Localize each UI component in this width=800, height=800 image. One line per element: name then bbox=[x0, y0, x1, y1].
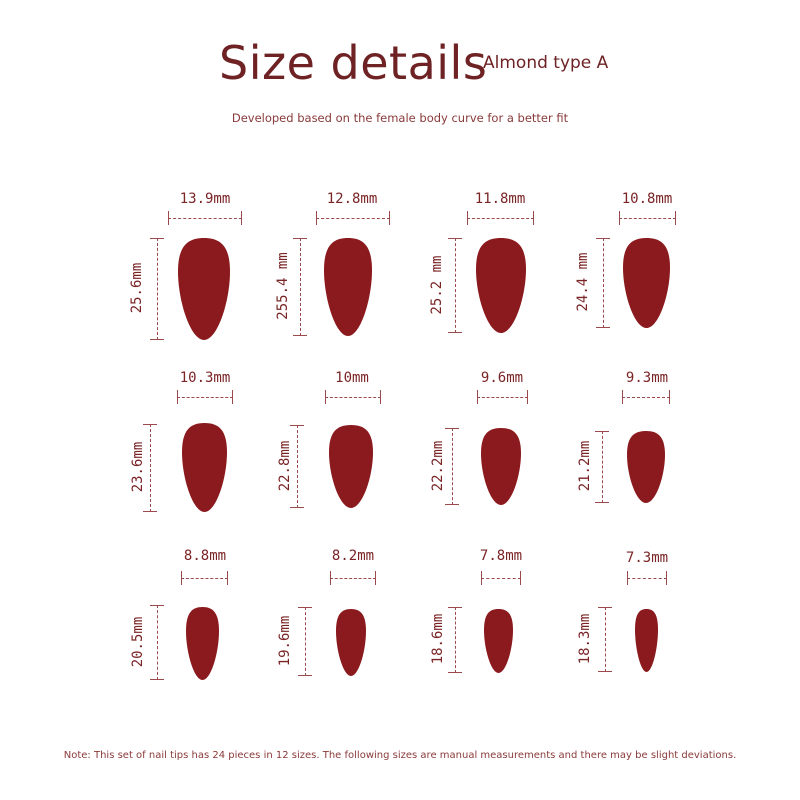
almond-nail-shape bbox=[324, 238, 372, 336]
footer-note: Note: This set of nail tips has 24 piece… bbox=[63, 750, 737, 761]
almond-nail-shape bbox=[623, 238, 670, 328]
length-dimension-line bbox=[150, 605, 164, 680]
almond-nail-shape bbox=[635, 609, 658, 672]
width-dimension-line bbox=[467, 211, 534, 225]
width-label: 9.6mm bbox=[480, 370, 524, 386]
almond-nail-shape bbox=[329, 425, 373, 508]
almond-nail-shape bbox=[484, 609, 513, 673]
width-dimension-line bbox=[168, 211, 242, 225]
width-label: 11.8mm bbox=[474, 191, 526, 207]
almond-nail-shape bbox=[481, 428, 521, 505]
length-label: 22.8mm bbox=[277, 440, 293, 491]
almond-nail-shape bbox=[178, 238, 230, 340]
length-dimension-line bbox=[298, 607, 312, 676]
length-dimension-line bbox=[598, 607, 612, 672]
length-dimension-line bbox=[290, 425, 304, 508]
length-dimension-line bbox=[448, 607, 462, 673]
almond-nail-shape bbox=[182, 423, 227, 512]
length-label: 25.2 mm bbox=[429, 255, 445, 315]
length-label: 19.6mm bbox=[277, 615, 293, 666]
length-label: 18.3mm bbox=[577, 613, 593, 664]
almond-nail-shape bbox=[336, 609, 366, 676]
width-label: 10.8mm bbox=[621, 191, 673, 207]
nail-type: Almond type A bbox=[483, 53, 609, 73]
length-dimension-line bbox=[596, 238, 610, 328]
length-label: 23.6mm bbox=[130, 441, 146, 493]
width-label: 8.2mm bbox=[331, 548, 375, 564]
width-label: 12.8mm bbox=[326, 191, 378, 207]
width-dimension-line bbox=[481, 571, 521, 585]
width-dimension-line bbox=[477, 390, 528, 404]
width-label: 10mm bbox=[335, 370, 369, 386]
width-dimension-line bbox=[181, 571, 228, 585]
length-label: 21.2mm bbox=[577, 440, 593, 492]
width-dimension-line bbox=[622, 390, 670, 404]
width-dimension-line bbox=[330, 571, 376, 585]
length-label: 24.4 mm bbox=[575, 252, 591, 312]
length-dimension-line bbox=[293, 238, 307, 336]
almond-nail-shape bbox=[627, 431, 665, 503]
width-dimension-line bbox=[316, 211, 390, 225]
width-label: 9.3mm bbox=[625, 370, 669, 386]
width-label: 13.9mm bbox=[179, 191, 231, 207]
length-label: 18.6mm bbox=[430, 613, 446, 665]
width-dimension-line bbox=[325, 390, 381, 404]
page-title: Size details bbox=[219, 36, 488, 90]
tagline: Developed based on the female body curve… bbox=[231, 111, 569, 125]
almond-nail-shape bbox=[186, 607, 219, 680]
width-dimension-line bbox=[627, 571, 667, 585]
width-label: 10.3mm bbox=[179, 370, 231, 386]
length-dimension-line bbox=[143, 424, 157, 512]
length-label: 255.4 mm bbox=[275, 252, 291, 320]
length-label: 25.6mm bbox=[129, 262, 145, 314]
width-label: 7.8mm bbox=[479, 548, 523, 564]
width-dimension-line bbox=[177, 390, 233, 404]
length-label: 20.5mm bbox=[130, 616, 146, 667]
length-dimension-line bbox=[448, 238, 462, 333]
length-dimension-line bbox=[445, 428, 459, 505]
length-dimension-line bbox=[150, 238, 164, 340]
width-label: 8.8mm bbox=[183, 548, 227, 564]
length-label: 22.2mm bbox=[430, 440, 446, 491]
almond-nail-shape bbox=[476, 238, 526, 333]
width-dimension-line bbox=[619, 211, 676, 225]
length-dimension-line bbox=[595, 431, 609, 503]
width-label: 7.3mm bbox=[625, 550, 669, 566]
